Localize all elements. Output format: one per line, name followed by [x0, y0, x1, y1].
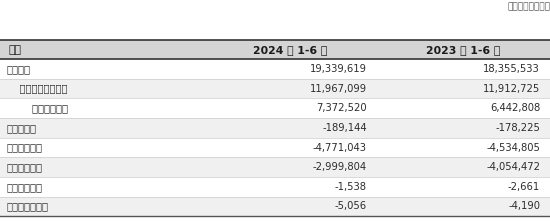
Text: 18,355,533: 18,355,533: [483, 64, 540, 74]
Bar: [377, 197, 550, 216]
Bar: [0, 40, 204, 59]
Text: -4,534,805: -4,534,805: [486, 142, 540, 153]
Bar: [0, 138, 204, 157]
Text: 11,912,725: 11,912,725: [483, 84, 540, 94]
Bar: [377, 40, 550, 59]
Text: -5,056: -5,056: [335, 202, 367, 211]
Bar: [377, 157, 550, 177]
Text: 营业收入: 营业收入: [7, 64, 31, 74]
Text: 2024 年 1-6 月: 2024 年 1-6 月: [253, 45, 327, 55]
Bar: [377, 98, 550, 118]
Bar: [377, 138, 550, 157]
Text: -189,144: -189,144: [322, 123, 367, 133]
Bar: [377, 177, 550, 197]
Bar: [204, 138, 377, 157]
Bar: [377, 59, 550, 79]
Text: 6,442,808: 6,442,808: [490, 103, 540, 113]
Text: 业务及管理费: 业务及管理费: [7, 142, 42, 153]
Text: -178,225: -178,225: [495, 123, 540, 133]
Bar: [0, 79, 204, 98]
Text: -4,190: -4,190: [508, 202, 540, 211]
Bar: [204, 197, 377, 216]
Bar: [204, 79, 377, 98]
Text: 信用减值损失: 信用减值损失: [7, 162, 42, 172]
Bar: [377, 118, 550, 138]
Text: 项目: 项目: [8, 45, 21, 55]
Text: -4,054,472: -4,054,472: [486, 162, 540, 172]
Text: 营业外收支净额: 营业外收支净额: [7, 202, 48, 211]
Text: 单位：人民币千元: 单位：人民币千元: [507, 2, 550, 11]
Text: 非利息净收入: 非利息净收入: [7, 103, 68, 113]
Bar: [377, 79, 550, 98]
Bar: [0, 98, 204, 118]
Bar: [204, 59, 377, 79]
Text: -2,661: -2,661: [508, 182, 540, 192]
Bar: [0, 197, 204, 216]
Text: 其中：利息净收入: 其中：利息净收入: [7, 84, 67, 94]
Text: 税金及附加: 税金及附加: [7, 123, 37, 133]
Bar: [204, 177, 377, 197]
Text: -2,999,804: -2,999,804: [313, 162, 367, 172]
Bar: [204, 98, 377, 118]
Text: 19,339,619: 19,339,619: [310, 64, 367, 74]
Bar: [0, 59, 204, 79]
Bar: [0, 118, 204, 138]
Bar: [204, 40, 377, 59]
Bar: [204, 157, 377, 177]
Text: 2023 年 1-6 月: 2023 年 1-6 月: [426, 45, 500, 55]
Text: -1,538: -1,538: [335, 182, 367, 192]
Bar: [0, 177, 204, 197]
Text: 7,372,520: 7,372,520: [316, 103, 367, 113]
Text: -4,771,043: -4,771,043: [313, 142, 367, 153]
Bar: [204, 118, 377, 138]
Bar: [0, 157, 204, 177]
Text: 其他业务支出: 其他业务支出: [7, 182, 42, 192]
Text: 11,967,099: 11,967,099: [310, 84, 367, 94]
